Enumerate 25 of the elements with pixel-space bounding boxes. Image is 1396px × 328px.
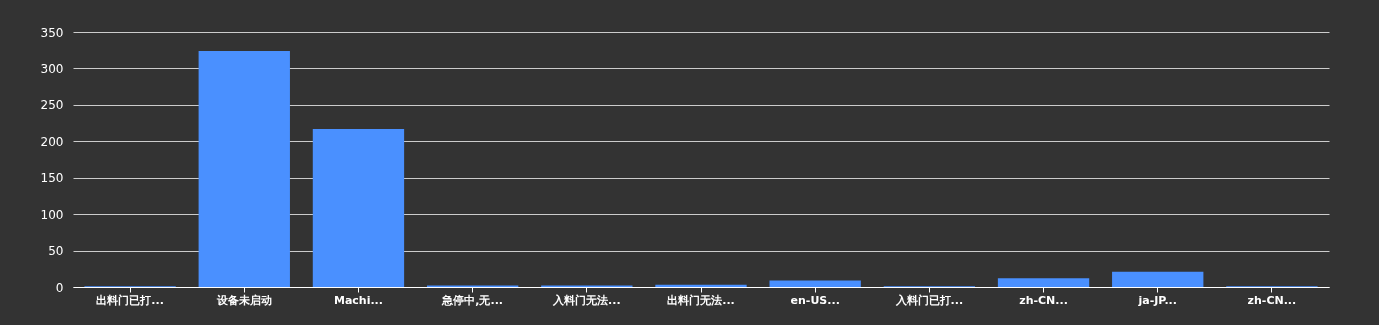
bar [198,50,290,287]
y-tick-label: 200 [40,134,64,149]
x-tick-label: zh-CN... [1247,293,1297,307]
x-tick-label: 设备未启动 [215,293,272,307]
y-tick-label: 300 [40,61,64,76]
y-tick-label: 100 [40,207,64,222]
y-tick-label: 50 [48,244,64,259]
bar [655,284,747,287]
bar [312,128,405,287]
x-tick-label: 出料门无法... [667,293,735,307]
bar [769,280,861,287]
x-tick-label: 入料门无法... [552,293,621,307]
x-tick-label: 入料门已打... [894,293,964,307]
y-tick-label: 0 [55,280,64,295]
x-tick-label: ja-JP... [1137,293,1177,307]
y-tick-label: 350 [40,25,64,40]
x-tick-label: 出料门已打... [96,293,164,307]
x-tick-label: Machi... [333,293,383,307]
bar [1112,271,1204,287]
x-tick-label: 急停中,无... [441,293,503,307]
x-tick-label: en-US... [790,293,840,307]
x-tick-label: zh-CN... [1019,293,1068,307]
bar [997,278,1090,287]
y-tick-label: 150 [40,171,64,186]
y-tick-label: 250 [40,98,64,113]
